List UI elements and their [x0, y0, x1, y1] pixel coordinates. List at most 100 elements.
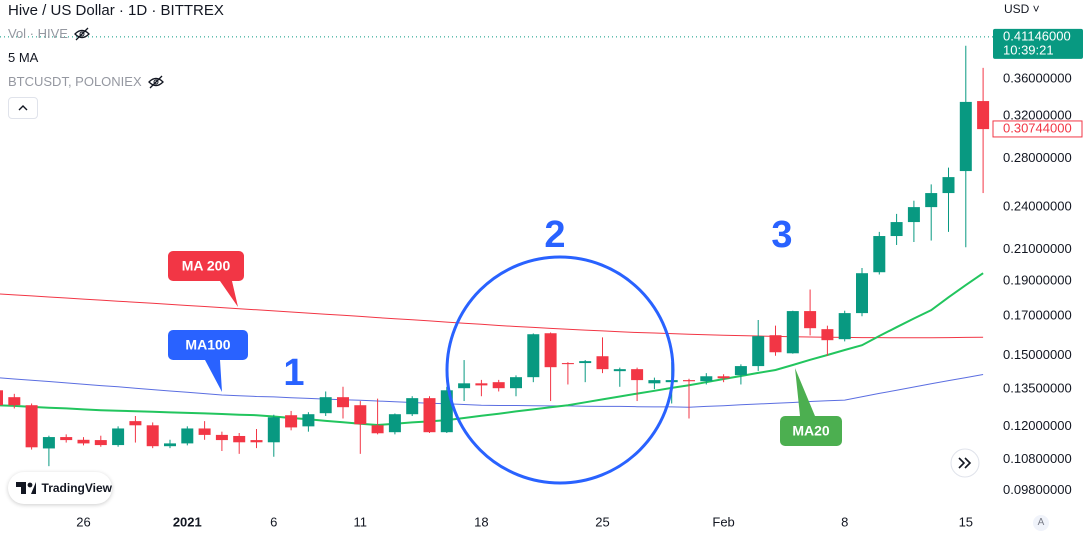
- ma-line: [0, 374, 984, 408]
- compare-label: BTCUSDT, POLONIEX: [8, 74, 142, 89]
- candle-body: [700, 376, 713, 382]
- compare-legend[interactable]: BTCUSDT, POLONIEX: [8, 74, 164, 89]
- candle-body: [164, 443, 176, 447]
- candle-body: [60, 437, 73, 441]
- callout-label: MA100: [185, 337, 230, 353]
- y-tick-label: 0.36000000: [1003, 71, 1072, 86]
- candle-body: [337, 397, 349, 408]
- y-tick-label: 0.13500000: [1003, 381, 1072, 396]
- candle-body: [648, 380, 661, 384]
- candle-body: [475, 383, 488, 386]
- candle-body: [25, 405, 38, 448]
- callout-box: [168, 330, 248, 360]
- axes: 0.36000000 0.32000000 0.28000000 0.24000000…: [0, 28, 1083, 529]
- currency-selector[interactable]: USD ˅: [1004, 2, 1040, 16]
- price-marker-box: [992, 120, 1083, 138]
- candle-body: [423, 398, 436, 433]
- currency-text: USD: [1004, 2, 1030, 16]
- candle-body: [821, 329, 834, 341]
- candle-body: [198, 428, 211, 435]
- y-tick-label: 0.32000000: [1003, 108, 1072, 123]
- candle-body: [596, 356, 609, 370]
- candle-body: [388, 414, 401, 433]
- x-tick-label: 26: [76, 514, 90, 529]
- ma-label: 5 MA: [8, 50, 39, 65]
- candle-body: [613, 369, 626, 372]
- y-tick-label: 0.15000000: [1003, 347, 1072, 362]
- candle-body: [804, 311, 817, 329]
- y-tick-label: 0.12000000: [1003, 418, 1072, 433]
- y-tick-label: 0.17000000: [1003, 308, 1072, 323]
- highlight-circle: [445, 255, 675, 485]
- candle-body: [907, 207, 920, 223]
- auto-text: A: [1037, 517, 1045, 528]
- candle-body: [233, 435, 246, 443]
- hidden-icon[interactable]: [147, 75, 164, 89]
- ma-legend[interactable]: 5 MA: [8, 50, 38, 65]
- candle-body: [302, 414, 315, 427]
- candle-body: [458, 383, 471, 389]
- candle-body: [769, 335, 782, 353]
- candle-body: [942, 177, 955, 194]
- candle-body: [492, 382, 505, 389]
- y-tick-label: 0.19000000: [1003, 273, 1072, 288]
- brand-badge[interactable]: TradingView: [8, 472, 112, 504]
- candle-body: [786, 311, 799, 354]
- x-tick-label: 15: [959, 514, 973, 529]
- candle-body: [959, 101, 972, 172]
- x-tick-label: 6: [270, 514, 277, 529]
- candle-body: [717, 376, 730, 379]
- candle-body: [129, 421, 142, 426]
- candle-body: [977, 101, 990, 130]
- candle-body: [215, 434, 228, 441]
- candle-body: [631, 369, 644, 381]
- x-tick-label: 2021: [173, 514, 202, 529]
- auto-scale-button[interactable]: A: [1033, 515, 1049, 531]
- candle-body: [527, 334, 540, 378]
- candle-body: [42, 437, 55, 449]
- chevron-icon: [18, 105, 28, 111]
- candle-body: [146, 425, 159, 447]
- volume-legend[interactable]: Vol · HIVE: [8, 26, 90, 41]
- title-text: Hive / US Dollar · 1D · BITTREX: [8, 2, 224, 19]
- callout-box: [168, 251, 244, 281]
- candle-body: [838, 313, 851, 340]
- candle-body: [371, 425, 384, 434]
- price-marker-box: [993, 28, 1083, 59]
- candle-body: [94, 440, 107, 446]
- annotation-number: 3: [771, 214, 792, 256]
- price-marker-label: 0.41146000: [1003, 28, 1071, 43]
- x-tick-label: 8: [841, 514, 848, 529]
- candle-body: [752, 336, 765, 367]
- brand-icon: [16, 482, 36, 494]
- y-tick-label: 0.21000000: [1003, 241, 1072, 256]
- candle-body: [734, 366, 747, 376]
- scroll-button[interactable]: [950, 448, 980, 478]
- annotation-number: 1: [283, 352, 304, 394]
- candle-body: [925, 193, 938, 208]
- price-marker-label: 0.30744000: [1003, 120, 1072, 135]
- ma-line: [0, 272, 984, 427]
- candle-body: [544, 333, 557, 368]
- candle-body: [579, 361, 592, 364]
- candle-body: [406, 398, 419, 415]
- candle-body: [354, 405, 367, 425]
- candle-body: [890, 222, 903, 237]
- y-tick-label: 0.09800000: [1003, 482, 1072, 497]
- x-tick-label: 1: [0, 514, 1, 529]
- y-tick-label: 0.28000000: [1003, 150, 1072, 165]
- brand-text: TradingView: [41, 481, 112, 495]
- callout-pointer: [220, 281, 238, 307]
- collapse-button[interactable]: [8, 97, 38, 119]
- plot-area: [0, 36, 993, 467]
- symbol-title[interactable]: Hive / US Dollar · 1D · BITTREX: [8, 2, 224, 19]
- callout-box: [780, 416, 842, 446]
- y-tick-label: 0.24000000: [1003, 199, 1072, 214]
- annotation-number: 2: [544, 214, 565, 256]
- candle-body: [181, 428, 194, 444]
- callout-label: MA20: [792, 423, 830, 439]
- hidden-icon[interactable]: [74, 27, 90, 41]
- candle-body: [510, 377, 522, 389]
- candle-body: [267, 417, 280, 443]
